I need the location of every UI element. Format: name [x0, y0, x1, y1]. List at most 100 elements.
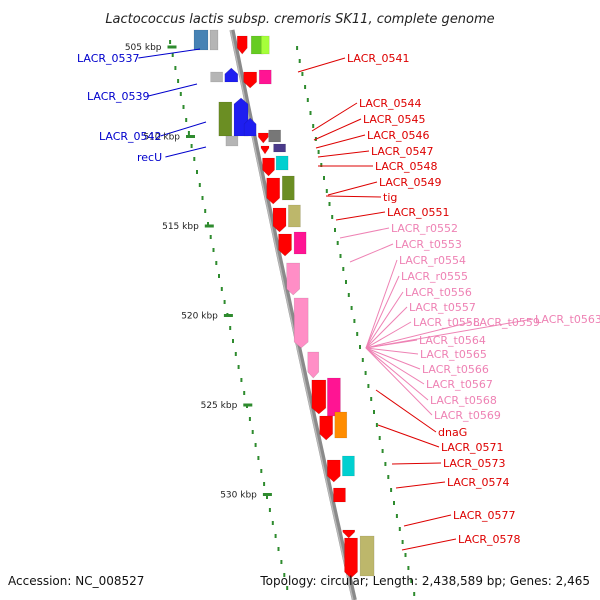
outer-track-dot — [384, 462, 387, 466]
outer-track-dot — [387, 475, 390, 479]
right-gene-label: LACR_t0563 — [535, 313, 600, 326]
outer-track-dot — [298, 59, 301, 63]
gene-lime — [260, 35, 270, 55]
right-gene-label: tig — [383, 191, 397, 204]
accession-text: Accession: NC_008527 — [8, 574, 144, 588]
inner-track-dot — [169, 40, 172, 44]
gene-steel — [193, 29, 209, 51]
right-gene-label: LACR_0574 — [447, 476, 510, 489]
left-leader-line — [165, 146, 207, 158]
outer-track-dot — [393, 501, 395, 505]
outer-track-dot — [375, 423, 378, 427]
gene-cyan — [342, 455, 355, 477]
right-leader-line — [325, 195, 382, 198]
outer-track-dot — [364, 371, 367, 375]
right-gene-label: LACR_t0569 — [434, 409, 501, 422]
gene-red — [260, 145, 270, 155]
right-gene-label: LACR_0571 — [441, 441, 504, 454]
right-leader-line — [313, 118, 362, 141]
tick-mark — [262, 493, 272, 496]
tick-label: 530 kbp — [220, 491, 257, 501]
right-leader-line — [365, 347, 421, 370]
outer-track-dot — [328, 202, 331, 206]
outer-track-dot — [381, 449, 384, 453]
right-gene-label: LACR_r0552 — [391, 222, 458, 235]
gene-red — [344, 537, 358, 579]
inner-track-dot — [257, 456, 260, 460]
right-gene-label: LACR_t0568 — [430, 394, 497, 407]
gene-gray — [268, 129, 281, 143]
outer-track-dot — [413, 592, 416, 596]
inner-track-dot — [266, 495, 268, 499]
right-gene-label: LACR_t0564 — [419, 334, 486, 347]
right-leader-line — [311, 102, 358, 132]
right-leader-line — [365, 347, 429, 401]
outer-track-dot — [296, 46, 299, 50]
right-gene-label: LACR_t0559 — [473, 316, 540, 329]
outer-track-dot — [331, 215, 334, 219]
right-leader-line — [365, 275, 400, 349]
outer-track-dot — [342, 267, 345, 271]
inner-track-dot — [240, 378, 243, 382]
inner-track-dot — [190, 144, 193, 148]
inner-track-dot — [177, 79, 180, 83]
inner-track-dot — [283, 573, 286, 577]
gene-red — [272, 207, 287, 233]
left-gene-label: LACR_0539 — [87, 90, 150, 103]
inner-track-dot — [212, 248, 215, 252]
inner-track-dot — [251, 430, 254, 434]
inner-track-dot — [174, 66, 177, 70]
right-gene-labels: LACR_0541 LACR_0544 LACR_0545 LACR_0546 LACR… — [347, 52, 600, 546]
right-gene-label: LACR_r0555 — [401, 270, 468, 283]
gene-red — [236, 35, 248, 55]
outer-track-dot — [378, 436, 381, 440]
outer-track-dot — [323, 176, 325, 180]
topology-summary: Topology: circular; Length: 2,438,589 bp… — [259, 574, 590, 588]
gene-pink — [293, 297, 309, 349]
outer-track-dot — [370, 397, 373, 401]
right-gene-label: LACR_t0558 — [413, 316, 480, 329]
outer-track-dot — [404, 553, 407, 557]
right-leader-line — [365, 339, 418, 349]
inner-track-dot — [268, 508, 271, 512]
tick-mark — [243, 403, 253, 407]
outer-track-dot — [398, 527, 401, 531]
gene-red — [243, 71, 257, 89]
outer-track-dot — [301, 72, 304, 76]
gene-features — [193, 29, 375, 579]
right-leader-line — [327, 181, 378, 196]
right-gene-label: LACR_t0565 — [420, 348, 487, 361]
inner-track-dot — [201, 196, 204, 200]
outer-track-dot — [334, 228, 336, 232]
left-leader-line — [160, 121, 207, 137]
gene-pink — [307, 351, 320, 379]
right-leader-line — [403, 514, 452, 527]
gene-pink — [286, 262, 300, 296]
right-leader-line — [315, 134, 366, 149]
inner-track-dot — [218, 274, 220, 278]
inner-track-dot — [274, 534, 277, 538]
tick-mark — [186, 135, 195, 138]
inner-track-dot — [229, 326, 232, 330]
gene-red — [278, 233, 292, 257]
gene-olive — [218, 101, 233, 137]
gene-orange — [334, 411, 348, 439]
gene-magenta — [258, 69, 272, 85]
outer-track-dot — [320, 163, 323, 167]
inner-track-dot — [237, 365, 240, 369]
right-leader-line — [365, 347, 433, 416]
inner-track-dot — [248, 417, 251, 421]
outer-track-dot — [361, 358, 364, 362]
outer-track-dot — [339, 254, 342, 258]
gene-silver — [225, 135, 239, 147]
gene-red — [266, 177, 281, 205]
right-leader-line — [365, 259, 398, 349]
tick-labels: 505 kbp 510 kbp 515 kbp 520 kbp 525 kbp 530 k… — [125, 43, 257, 501]
right-leader-line — [317, 150, 370, 158]
right-gene-label: dnaG — [438, 426, 467, 439]
right-leader-line — [365, 306, 408, 349]
gene-blue — [224, 67, 239, 83]
inner-track-dot — [234, 352, 237, 356]
inner-track-dot — [207, 222, 209, 226]
tick-label: 510 kbp — [143, 133, 180, 143]
